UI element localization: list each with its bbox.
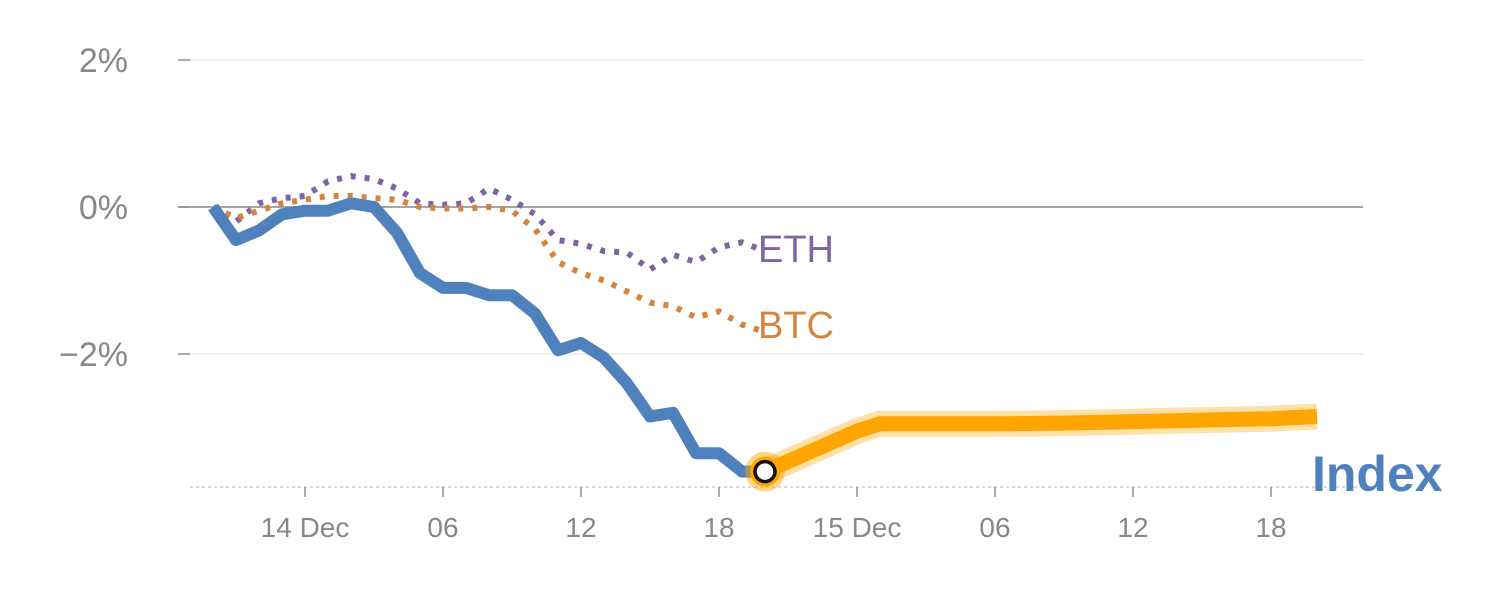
x-tick-label: 18 — [1255, 512, 1286, 543]
series-btc-line — [211, 193, 766, 335]
y-tick-label: 0% — [79, 189, 128, 227]
x-tick-label: 12 — [1117, 512, 1148, 543]
x-tick-label: 15 Dec — [813, 512, 902, 543]
y-tick-label: 2% — [79, 42, 128, 80]
series-index-line — [208, 197, 765, 478]
x-tick-label: 06 — [979, 512, 1010, 543]
x-tick-label: 18 — [703, 512, 734, 543]
current-point-ring — [753, 459, 777, 484]
series-label-eth: ETH — [758, 229, 834, 271]
label-layer: ETH BTC Index — [758, 229, 1443, 502]
x-tick-label: 14 Dec — [261, 512, 350, 543]
series-label-btc: BTC — [758, 305, 834, 347]
series-layer — [208, 173, 1318, 492]
x-tick-label: 12 — [565, 512, 596, 543]
x-tick-label: 06 — [427, 512, 458, 543]
series-label-index: Index — [1312, 446, 1443, 502]
series-eth-line — [211, 173, 767, 273]
axis-layer: 2% 0% −2% 14 Dec 06 12 18 15 Dec 06 12 18 — [59, 42, 1363, 543]
y-tick-label: −2% — [59, 336, 128, 374]
series-forecast-line — [761, 409, 1318, 479]
